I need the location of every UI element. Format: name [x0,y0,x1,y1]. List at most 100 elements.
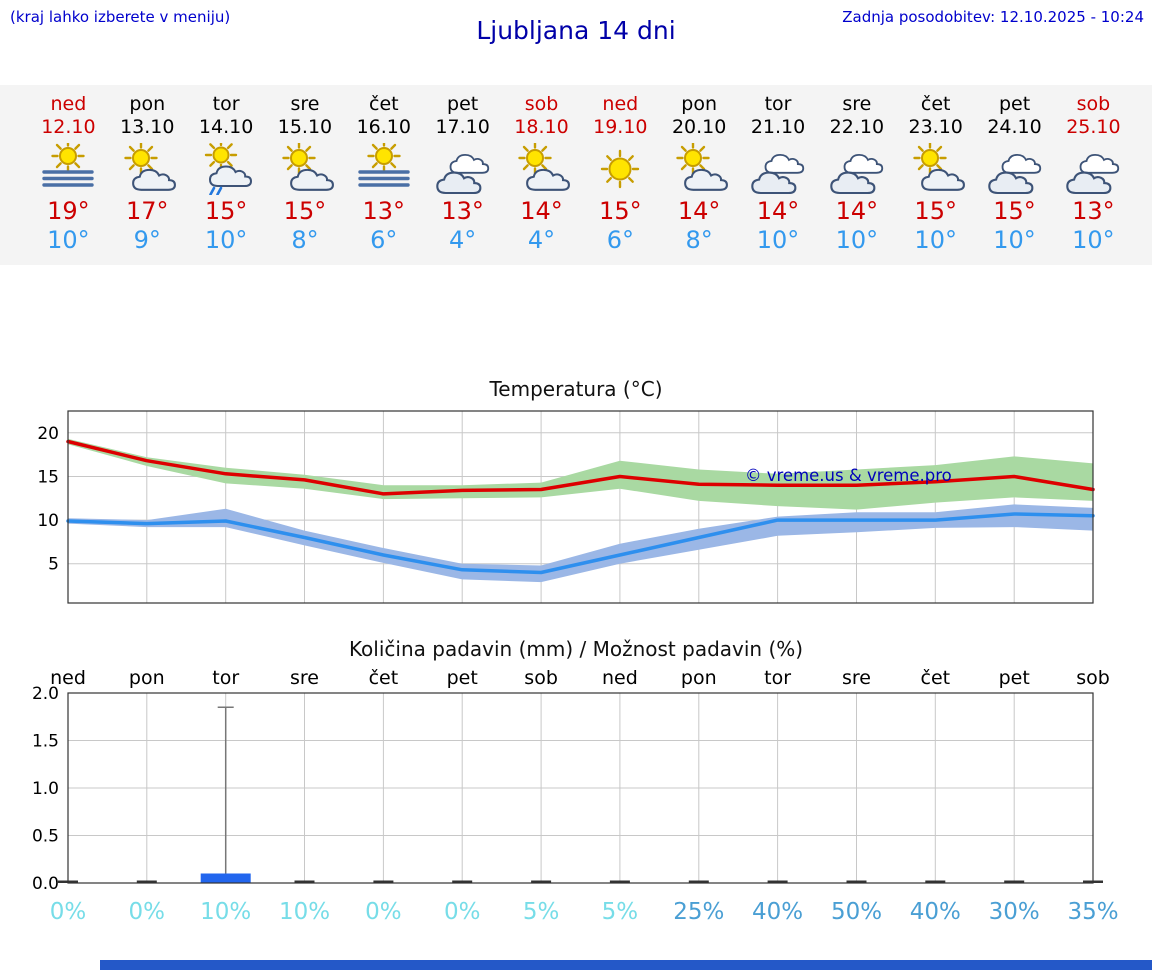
forecast-day: ned 12.10 19° 10° [29,93,108,265]
precip-probability: 0% [50,899,87,925]
temp-high-line [66,439,1095,496]
day-high-temp: 15° [599,197,642,225]
temp-grid [67,411,1094,603]
sunny-icon [588,143,652,195]
precip-probability: 5% [602,899,639,925]
day-name: tor [764,93,792,115]
day-low-temp: 4° [527,226,556,254]
forecast-day: čet 23.10 15° 10° [896,93,975,265]
svg-text:sre: sre [290,667,319,689]
day-low-temp: 8° [685,226,713,254]
precip-zero-tick [294,880,315,883]
day-low-temp: 10° [993,226,1036,254]
day-date: 14.10 [198,116,254,138]
precip-zero-tick [531,880,552,883]
cloudy-icon [1061,143,1125,195]
partly-cloudy-icon [273,143,337,195]
temperature-chart: 5 10 15 20 © vreme.us & vreme.pro [37,410,1095,604]
precip-bars [58,706,1103,883]
partly-cloudy-icon [904,143,968,195]
page-header: (kraj lahko izberete v meniju) Ljubljana… [0,0,1152,85]
svg-text:20: 20 [37,424,59,444]
precip-probability: 50% [831,899,882,925]
day-high-temp: 17° [125,197,169,225]
temp-low-band [68,504,1093,583]
day-name: sob [524,93,559,115]
svg-text:pet: pet [999,667,1030,689]
precip-probability: 5% [523,899,560,925]
temp-low-line [66,512,1095,575]
precip-probability-labels: 0% 0% 10% 10% 0% 0% 5% 5% 25% 40% 50% 40% 30% 35% [50,899,1119,925]
day-low-temp: 10° [835,226,879,254]
cloudy-icon [746,143,810,195]
day-date: 15.10 [277,116,333,138]
day-date: 19.10 [593,116,648,138]
day-name: pon [681,93,718,115]
day-date: 20.10 [671,116,727,138]
svg-text:sob: sob [524,667,558,689]
day-name: tor [212,93,240,115]
footer-bar [100,960,1152,970]
svg-text:čet: čet [369,667,399,689]
sun-fog-icon [352,143,416,195]
rain-shower-icon [194,143,258,195]
precip-probability: 0% [365,899,402,925]
precip-zero-tick [136,880,157,883]
svg-text:pon: pon [681,667,717,689]
day-high-temp: 15° [204,197,248,225]
day-name: sre [290,93,320,115]
forecast-day: sob 25.10 13° 10° [1054,93,1133,265]
precip-zero-tick [452,880,473,883]
precip-probability: 40% [752,899,803,925]
day-name: čet [920,93,951,115]
day-high-temp: 14° [756,197,800,225]
forecast-day: tor 21.10 14° 10° [739,93,818,265]
day-date: 17.10 [435,116,490,138]
svg-text:sob: sob [1076,667,1110,689]
forecast-day: čet 16.10 13° 6° [344,93,423,265]
precip-bar [200,873,251,883]
day-low-temp: 10° [914,226,957,254]
svg-text:0.5: 0.5 [32,827,59,847]
precip-grid [67,693,1094,883]
precip-zero-tick [1004,880,1025,883]
forecast-strip: ned 12.10 19° 10° pon 13.10 17° 9° tor 14.10 15° 10… [0,85,1152,265]
precip-day-labels: ned pon tor sre čet pet sob ned pon tor sre čet pet s… [50,667,1110,689]
svg-text:10: 10 [37,511,59,531]
forecast-day: pet 17.10 13° 4° [423,93,502,265]
svg-text:5: 5 [48,555,59,575]
svg-text:1.0: 1.0 [32,779,59,799]
svg-text:ned: ned [50,667,86,689]
partly-cloudy-icon [509,143,573,195]
precip-probability: 0% [129,899,166,925]
temperature-chart-title: Temperatura (°C) [489,377,663,401]
day-date: 21.10 [750,116,806,138]
day-low-temp: 10° [47,226,90,254]
precip-plot-border [67,692,1094,884]
day-name: pon [129,93,166,115]
day-high-temp: 15° [914,197,957,225]
day-date: 22.10 [829,116,885,138]
day-low-temp: 10° [1072,226,1115,254]
svg-text:ned: ned [602,667,638,689]
day-date: 12.10 [41,116,96,138]
day-name: sre [842,93,872,115]
page-title: Ljubljana 14 dni [476,16,676,45]
day-date: 24.10 [987,116,1042,138]
precip-probability: 40% [910,899,961,925]
cloudy-icon [431,143,495,195]
precip-zero-tick [609,880,630,883]
day-name: ned [602,93,639,115]
precip-probability: 30% [989,899,1040,925]
day-high-temp: 19° [47,197,90,225]
svg-text:pet: pet [447,667,478,689]
day-name: pet [447,93,479,115]
menu-hint: (kraj lahko izberete v meniju) [10,8,231,26]
last-update: Zadnja posodobitev: 12.10.2025 - 10:24 [842,8,1144,26]
precip-zero-tick [688,880,709,883]
watermark-link[interactable]: © vreme.us & vreme.pro [745,466,952,485]
day-low-temp: 10° [756,226,800,254]
day-high-temp: 15° [993,197,1036,225]
day-low-temp: 9° [133,226,161,254]
temp-ytick-labels: 5 10 15 20 [37,424,59,575]
